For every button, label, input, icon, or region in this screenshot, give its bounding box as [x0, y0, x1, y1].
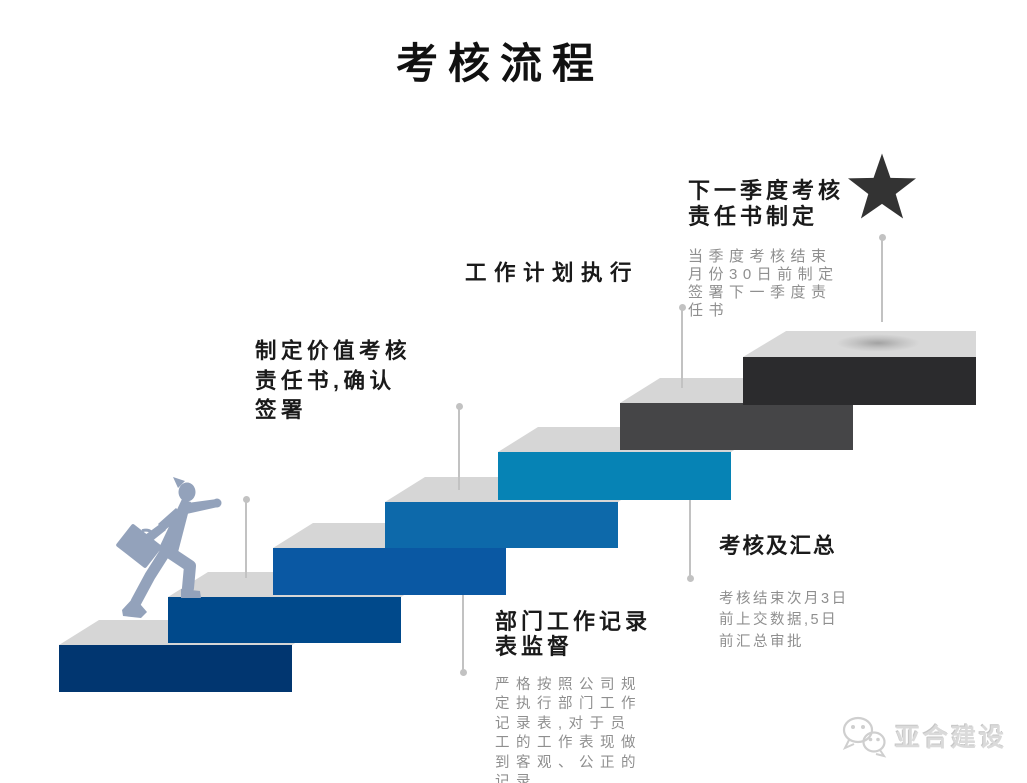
- desc-next-quarter: 当季度考核结束 月份30日前制定 签署下一季度责 任书: [688, 248, 839, 319]
- stair-platform-top: [743, 331, 976, 357]
- stair-step-4: [385, 502, 618, 548]
- heading-assessment-summary: 考核及汇总: [719, 534, 837, 558]
- heading-work-plan: 工作计划执行: [465, 261, 640, 285]
- connector-plan: [455, 403, 463, 490]
- desc-assessment-summary: 考核结束次月3日 前上交数据,5日 前汇总审批: [719, 590, 849, 650]
- wechat-icon: [842, 716, 887, 758]
- stair-step-3: [273, 548, 506, 595]
- connector-duty: [242, 496, 250, 578]
- connector-exec: [678, 304, 686, 388]
- company-watermark: 亚合建设: [841, 714, 1007, 758]
- stair-step-2: [168, 597, 401, 643]
- stair-step-5: [498, 452, 731, 500]
- connector-star: [878, 234, 886, 322]
- climbing-businessman-icon: [116, 477, 222, 618]
- page-title: 考核流程: [395, 40, 604, 87]
- stair-step-6: [620, 403, 853, 450]
- company-name: 亚合建设: [895, 724, 1008, 752]
- connector-summary: [686, 500, 694, 582]
- heading-next-quarter: 下一季度考核 责任书制定: [688, 178, 845, 229]
- heading-record-supervision: 部门工作记录 表监督: [495, 609, 652, 659]
- stair-step-7: [743, 357, 976, 405]
- star-icon: [848, 153, 916, 219]
- connector-record: [459, 595, 467, 676]
- heading-duty-signing: 制定价值考核 责任书,确认 签署: [255, 339, 412, 422]
- stair-step-1: [59, 645, 292, 692]
- desc-record-supervision: 严格按照公司规 定执行部门工作 记录表,对于员 工的工作表现做 到客观、公正的 …: [495, 676, 642, 783]
